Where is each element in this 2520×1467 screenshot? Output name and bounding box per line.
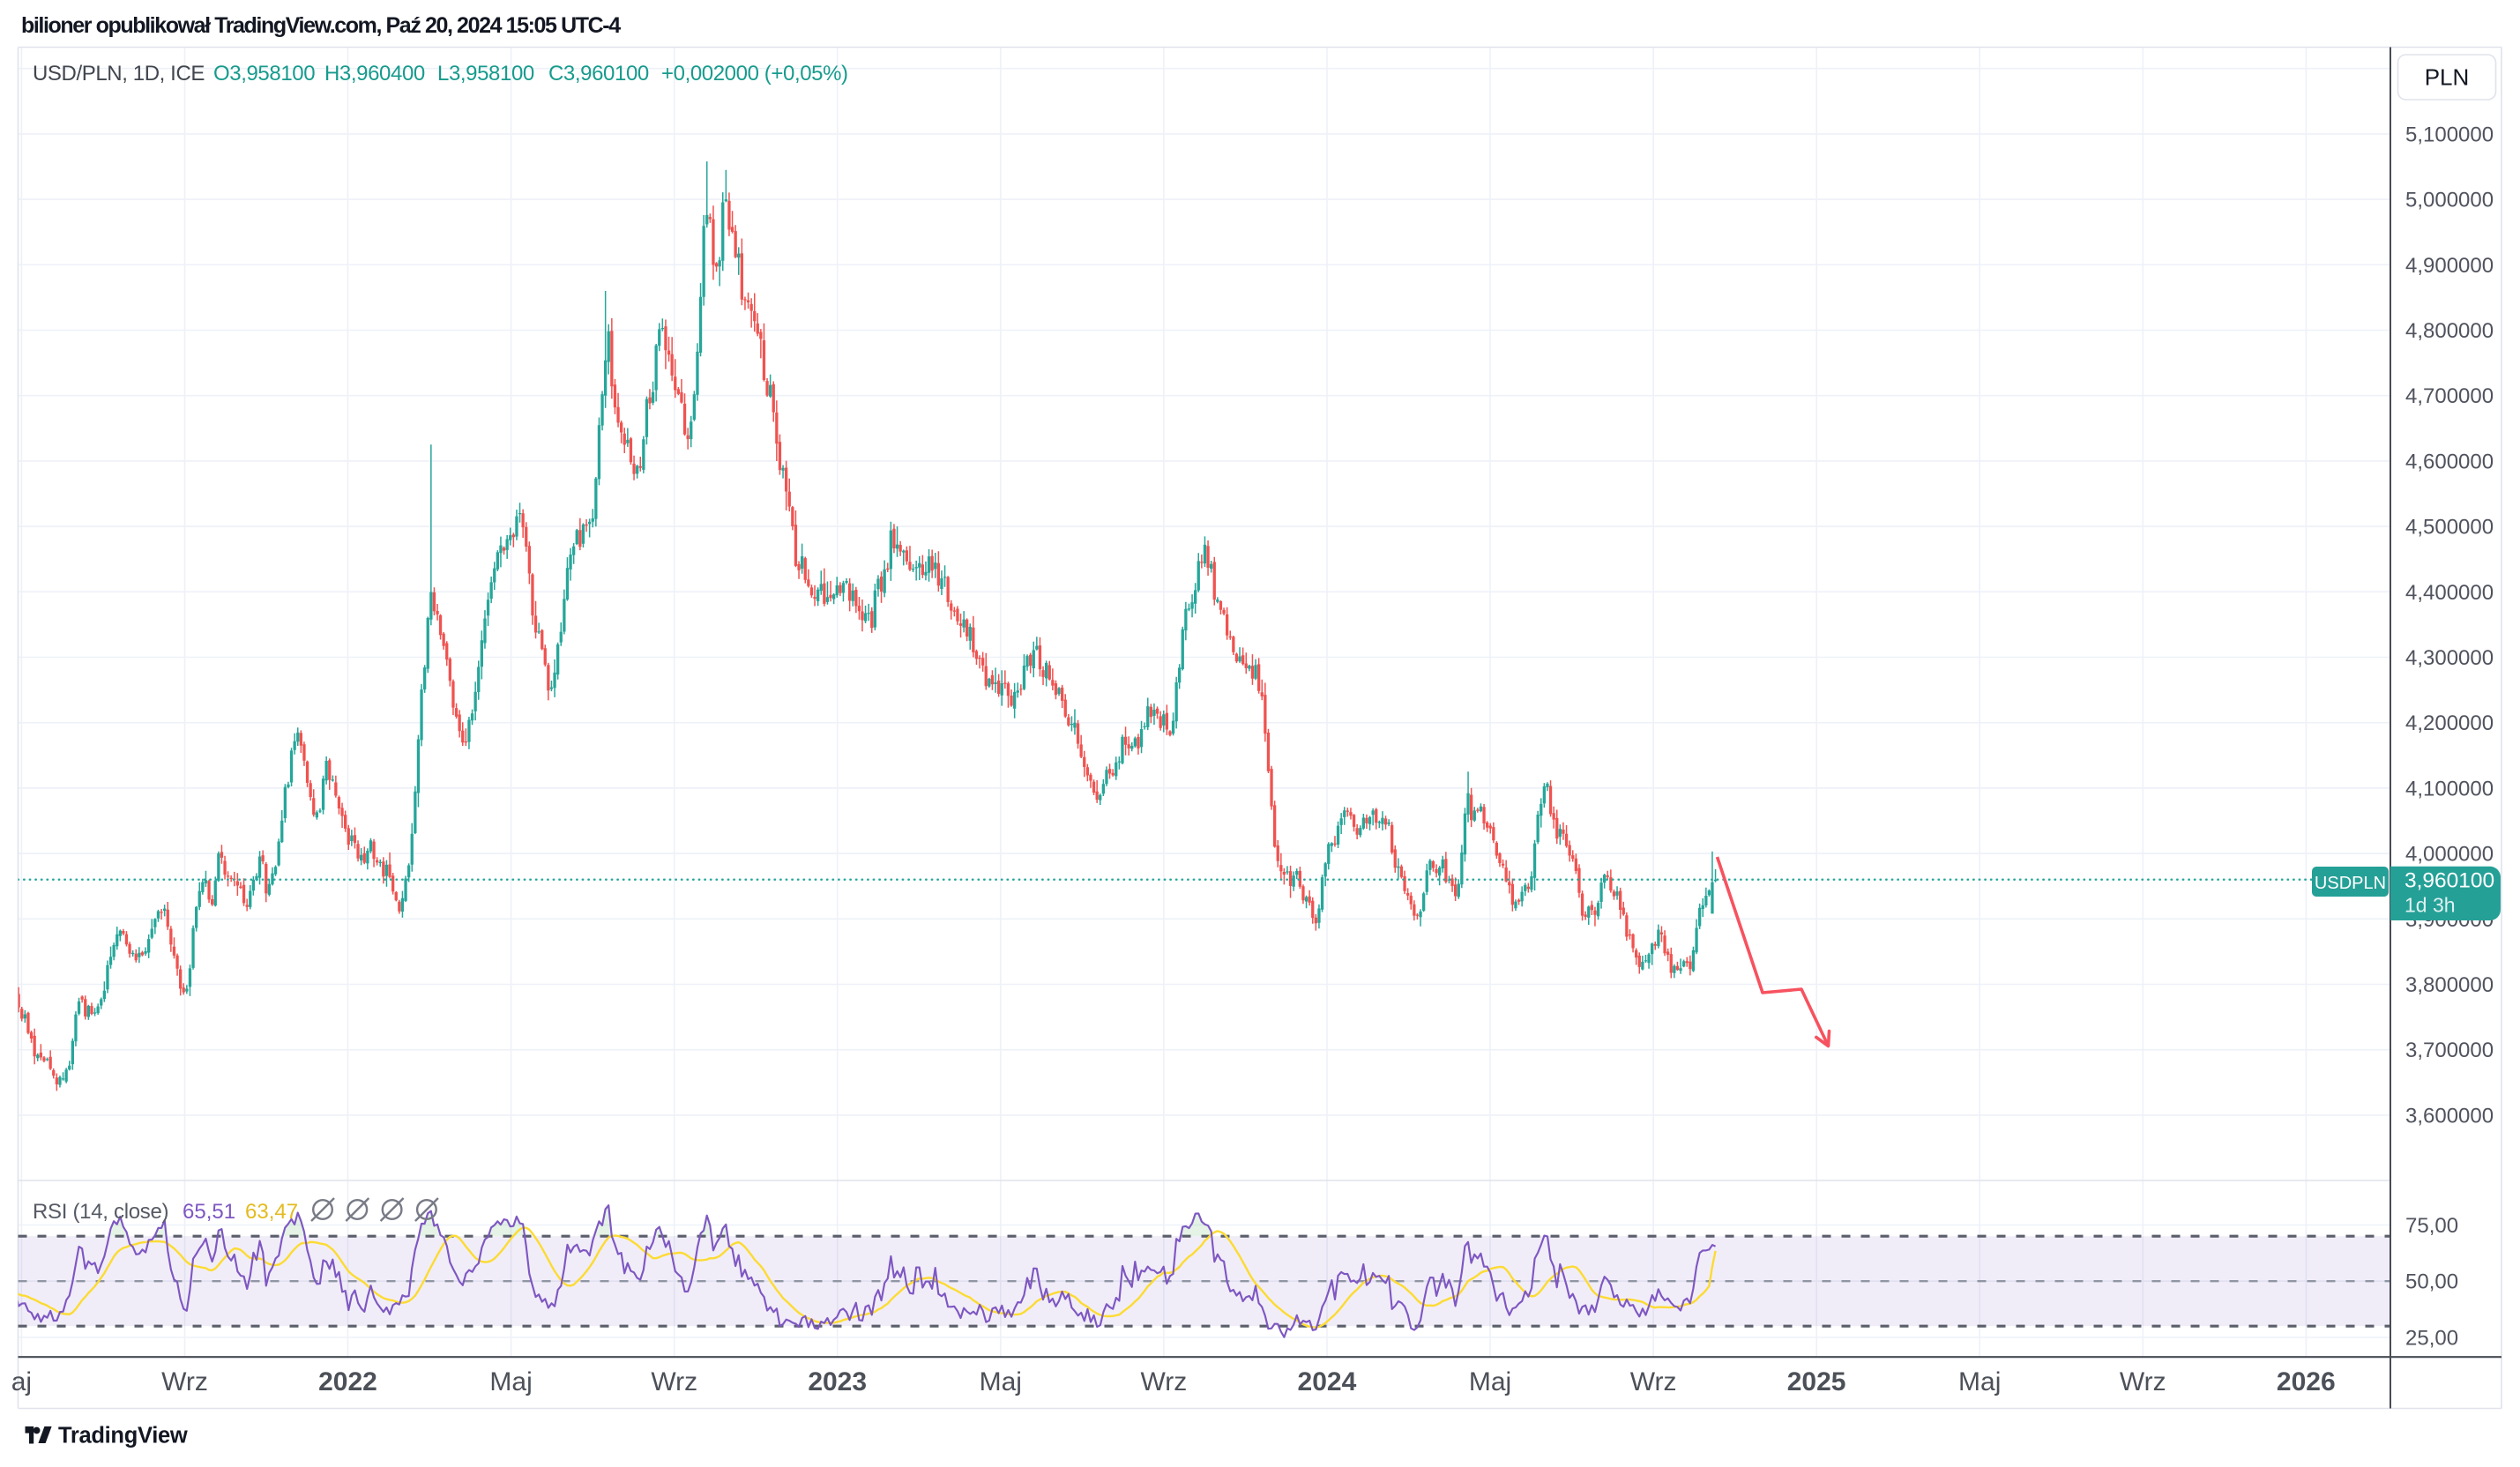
svg-text:1d 3h: 1d 3h bbox=[2404, 894, 2456, 917]
svg-text:aj: aj bbox=[11, 1367, 32, 1396]
svg-text:C3,960100: C3,960100 bbox=[548, 62, 649, 86]
svg-text:65,51: 65,51 bbox=[183, 1200, 235, 1224]
svg-text:4,700000: 4,700000 bbox=[2405, 384, 2494, 408]
svg-text:O3,958100: O3,958100 bbox=[213, 62, 315, 86]
svg-text:Wrz: Wrz bbox=[161, 1367, 208, 1396]
svg-text:4,900000: 4,900000 bbox=[2405, 254, 2494, 278]
svg-text:Maj: Maj bbox=[980, 1367, 1022, 1396]
svg-text:Maj: Maj bbox=[1958, 1367, 2001, 1396]
svg-text:RSI (14, close): RSI (14, close) bbox=[33, 1200, 168, 1224]
svg-text:Wrz: Wrz bbox=[1141, 1367, 1188, 1396]
svg-text:USDPLN: USDPLN bbox=[2315, 874, 2386, 893]
svg-text:4,200000: 4,200000 bbox=[2405, 711, 2494, 735]
svg-text:Wrz: Wrz bbox=[1630, 1367, 1677, 1396]
svg-text:Maj: Maj bbox=[489, 1367, 532, 1396]
svg-text:63,47: 63,47 bbox=[245, 1200, 298, 1224]
svg-text:4,600000: 4,600000 bbox=[2405, 450, 2494, 473]
svg-text:5,000000: 5,000000 bbox=[2405, 189, 2494, 212]
svg-text:4,400000: 4,400000 bbox=[2405, 581, 2494, 605]
svg-text:L3,958100: L3,958100 bbox=[437, 62, 534, 86]
svg-text:Maj: Maj bbox=[1469, 1367, 1511, 1396]
svg-text:4,500000: 4,500000 bbox=[2405, 516, 2494, 540]
svg-text:2026: 2026 bbox=[2277, 1367, 2336, 1396]
svg-text:Wrz: Wrz bbox=[651, 1367, 697, 1396]
svg-text:TradingView: TradingView bbox=[58, 1424, 188, 1448]
svg-text:4,100000: 4,100000 bbox=[2405, 777, 2494, 801]
svg-text:50,00: 50,00 bbox=[2405, 1270, 2458, 1294]
svg-text:PLN: PLN bbox=[2425, 64, 2470, 91]
svg-text:2022: 2022 bbox=[318, 1367, 377, 1396]
svg-text:H3,960400: H3,960400 bbox=[324, 62, 425, 86]
svg-text:4,800000: 4,800000 bbox=[2405, 319, 2494, 343]
svg-text:2025: 2025 bbox=[1787, 1367, 1846, 1396]
svg-text:3,800000: 3,800000 bbox=[2405, 973, 2494, 997]
svg-text:4,000000: 4,000000 bbox=[2405, 843, 2494, 867]
svg-text:Wrz: Wrz bbox=[2120, 1367, 2166, 1396]
svg-text:75,00: 75,00 bbox=[2405, 1214, 2458, 1238]
svg-text:25,00: 25,00 bbox=[2405, 1327, 2458, 1351]
svg-text:3,960100: 3,960100 bbox=[2404, 869, 2494, 893]
svg-text:2024: 2024 bbox=[1298, 1367, 1357, 1396]
svg-text:bilioner opublikował TradingVi: bilioner opublikował TradingView.com, Pa… bbox=[21, 13, 621, 38]
svg-text:3,600000: 3,600000 bbox=[2405, 1104, 2494, 1128]
svg-text:5,100000: 5,100000 bbox=[2405, 123, 2494, 146]
svg-text:3,700000: 3,700000 bbox=[2405, 1039, 2494, 1062]
svg-text:4,300000: 4,300000 bbox=[2405, 646, 2494, 670]
svg-text:USD/PLN, 1D, ICE: USD/PLN, 1D, ICE bbox=[33, 62, 205, 86]
svg-text:2023: 2023 bbox=[808, 1367, 867, 1396]
svg-text:+0,002000 (+0,05%): +0,002000 (+0,05%) bbox=[661, 62, 848, 86]
